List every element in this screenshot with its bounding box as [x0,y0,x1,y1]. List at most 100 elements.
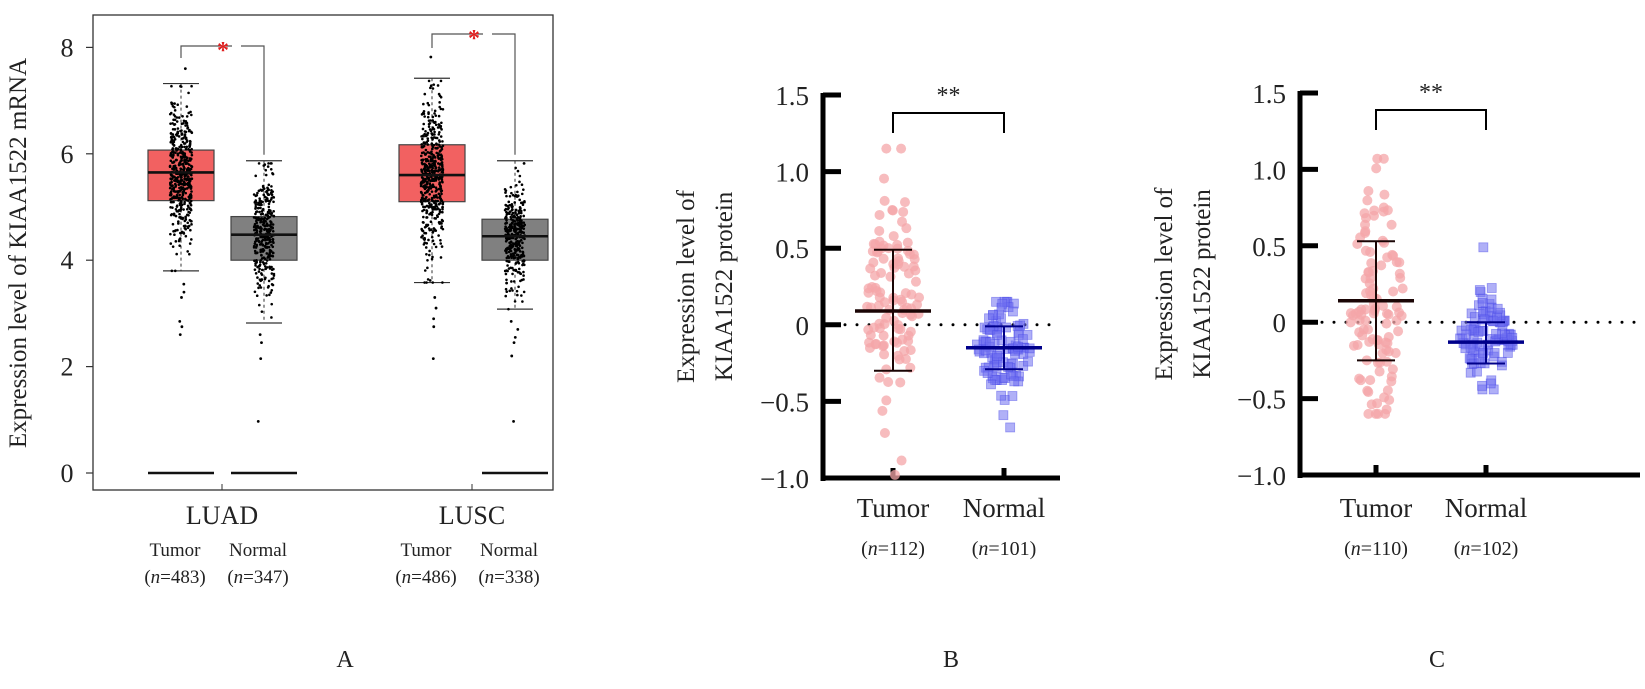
data-point [511,272,514,276]
data-point [422,215,425,219]
data-point [175,116,179,119]
data-point [183,177,186,181]
data-point [515,213,519,217]
data-point [269,198,273,201]
y-tick-label: 0 [796,311,810,341]
data-point-tumor [1382,205,1393,216]
data-point [253,249,257,253]
data-point [420,135,423,138]
data-point-normal [986,379,996,390]
data-point [184,191,188,195]
y-axis-label-line2: KIAA1522 protein [711,191,738,381]
data-point [432,242,436,246]
data-point [433,133,436,136]
data-point [514,256,517,259]
data-point [522,290,526,294]
data-point [187,91,190,95]
data-point [270,288,274,292]
data-point [176,103,180,107]
data-point-tumor [1363,387,1374,398]
data-point [440,245,444,248]
data-point [179,84,182,88]
data-point-tumor [899,345,910,356]
data-point [266,238,269,241]
data-point [174,151,177,154]
category-label-normal: Normal [963,493,1045,523]
data-point [517,267,521,271]
data-point [190,147,193,151]
panel-label-a: A [336,647,354,673]
data-point [178,244,181,247]
data-point-tumor [879,195,890,206]
data-point-tumor [1373,408,1384,419]
data-point-tumor [1386,371,1397,382]
data-point-tumor [1376,260,1387,271]
data-point [179,205,183,209]
y-tick-label: 1.0 [775,158,809,188]
data-point [516,270,520,274]
data-point [518,198,521,202]
data-point [432,120,436,124]
data-point [424,186,428,189]
data-point [419,154,423,158]
data-point [431,207,435,211]
data-point [428,212,431,216]
y-tick-label-0: 0 [61,459,74,488]
data-point [266,186,269,190]
data-point [179,176,183,179]
data-point-tumor [903,330,914,341]
data-point [180,137,184,140]
data-point [511,289,514,292]
data-point [422,122,426,126]
data-point [187,159,190,162]
data-point [178,151,182,154]
data-point [171,167,174,171]
data-point [169,177,172,180]
data-point [421,162,424,166]
data-point [431,177,434,181]
data-point [174,166,178,170]
data-point [258,197,261,200]
data-point [434,167,437,170]
data-point [178,237,182,240]
data-point-tumor [888,231,899,242]
data-point [179,209,182,212]
data-point [506,246,509,250]
significance-star-luad: * [217,38,229,64]
data-point [253,228,256,232]
data-point [255,239,258,242]
data-point [519,238,523,242]
data-point [427,125,431,129]
data-point-tumor [907,311,918,322]
data-point [175,204,179,207]
data-point [430,152,433,156]
data-point [426,180,429,184]
data-point [184,155,187,159]
category-label-normal: Normal [1445,493,1527,523]
data-point [170,84,173,88]
data-point [258,227,262,230]
data-point [434,229,438,232]
data-point [420,143,423,146]
data-point [270,226,274,229]
data-point [258,267,261,271]
data-point [269,291,273,294]
data-point [423,141,427,144]
data-point [439,242,443,245]
data-point [266,231,270,235]
data-point [505,290,509,294]
data-point [255,261,258,264]
data-point [426,223,430,227]
data-point [440,163,444,166]
data-point [171,127,175,131]
y-tick-label: −1.0 [760,464,809,494]
data-point [257,286,260,290]
data-point [426,137,430,140]
panel-label-c: C [1429,647,1445,673]
data-point [439,79,443,83]
data-point [518,174,522,178]
data-point [426,266,429,270]
data-point [254,272,258,275]
data-point [437,202,441,206]
